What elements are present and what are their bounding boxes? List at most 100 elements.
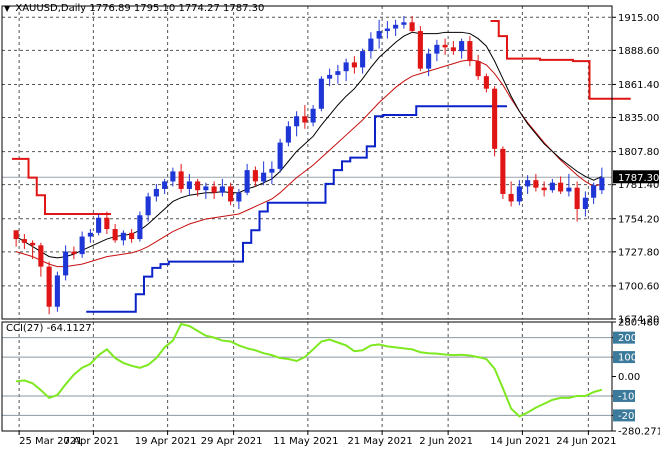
time-tick-label: 24 Jun 2021 <box>556 436 616 447</box>
candle <box>351 56 357 74</box>
candle-body <box>87 232 93 237</box>
candle <box>409 16 415 33</box>
cci-header: CCI(27) -64.1127 <box>6 323 92 334</box>
candle <box>13 230 19 247</box>
candle <box>137 211 143 242</box>
candle <box>475 54 481 80</box>
candle-body <box>318 78 324 109</box>
candle <box>71 246 77 260</box>
candle-body <box>79 236 85 255</box>
cci-tick-label: 280.4809 <box>618 318 660 329</box>
candle-body <box>21 239 27 243</box>
candle <box>145 192 151 222</box>
cci-tick-label: 200 <box>618 333 637 344</box>
candle <box>426 48 432 77</box>
time-tick-label: 2 Jun 2021 <box>419 436 473 447</box>
candle <box>318 76 324 112</box>
candle <box>591 182 597 204</box>
candle-body <box>186 181 192 189</box>
candle <box>244 163 250 196</box>
candle <box>574 181 580 222</box>
candle <box>79 231 85 258</box>
candle-body <box>351 62 357 68</box>
candle-body <box>13 230 19 240</box>
candle <box>582 191 588 217</box>
time-tick-label: 19 Apr 2021 <box>135 436 197 447</box>
candle-body <box>310 108 316 123</box>
candle-body <box>228 186 234 202</box>
candle-body <box>236 192 242 202</box>
candle <box>302 104 308 129</box>
candle-body <box>360 51 366 68</box>
candle <box>54 271 60 312</box>
candle-body <box>384 28 390 32</box>
cci-panel-border <box>1 321 613 432</box>
candle-body <box>516 186 522 202</box>
candle-body <box>244 170 250 193</box>
candle <box>549 178 555 193</box>
cci-level-tag <box>613 331 635 344</box>
candle <box>203 182 209 199</box>
candle-body <box>120 232 126 241</box>
candle-body <box>541 187 547 191</box>
candle <box>376 19 382 49</box>
candle-body <box>533 180 539 188</box>
channel-lower-line <box>86 105 507 313</box>
cci-line <box>16 322 603 418</box>
candle <box>508 181 514 207</box>
candle <box>269 161 275 184</box>
ma-slow-line <box>15 59 603 268</box>
candle <box>450 41 456 55</box>
candle <box>483 73 489 93</box>
ma-fast-line <box>15 31 603 259</box>
candle-body <box>327 74 333 79</box>
candle-body <box>178 171 184 189</box>
candle-body <box>71 251 77 255</box>
candle-body <box>252 170 258 182</box>
candle <box>533 173 539 192</box>
price-tick-label: 1674.20 <box>618 315 659 326</box>
candle <box>525 175 531 194</box>
candle-body <box>145 196 151 216</box>
candle-body <box>475 61 481 77</box>
candle-body <box>112 229 118 241</box>
candle <box>384 21 390 39</box>
candle <box>120 230 126 246</box>
candle-body <box>63 251 69 276</box>
price-tick-label: 1727.80 <box>618 247 659 258</box>
candle <box>434 39 440 62</box>
candle-body <box>409 22 415 32</box>
moving-averages <box>15 31 603 268</box>
candle-body <box>335 71 341 75</box>
candle-body <box>96 217 102 233</box>
time-tick-label: 14 Jun 2021 <box>490 436 550 447</box>
candle <box>104 211 110 235</box>
dropdown-triangle-icon[interactable]: ▼ <box>4 4 11 13</box>
candle-body <box>162 181 168 189</box>
price-tick-label: 1700.60 <box>618 281 659 292</box>
candle <box>360 48 366 74</box>
candle-body <box>426 53 432 69</box>
candle-body <box>574 187 580 209</box>
channel-lines <box>12 20 631 313</box>
candle-body <box>153 188 159 197</box>
candle <box>467 36 473 67</box>
candle <box>566 173 572 197</box>
candle-body <box>285 126 291 143</box>
candle <box>335 64 341 84</box>
candle <box>516 180 522 206</box>
price-axis: 1915.00 1888.60 1861.40 1835.00 1807.80 1781.… <box>612 13 659 326</box>
candle <box>30 240 36 260</box>
candle-body <box>294 116 300 127</box>
candle <box>153 183 159 202</box>
cci-tick-label: 100 <box>618 353 637 364</box>
candle-body <box>104 217 110 230</box>
candle-body <box>137 215 143 240</box>
cci-tick-label: 0.00 <box>618 372 640 383</box>
candlesticks <box>13 16 605 315</box>
time-tick-label: 29 Apr 2021 <box>201 436 263 447</box>
price-tick-label: 1915.00 <box>618 13 659 24</box>
candle-body <box>450 47 456 52</box>
candle <box>21 234 27 250</box>
candle-body <box>368 38 374 52</box>
